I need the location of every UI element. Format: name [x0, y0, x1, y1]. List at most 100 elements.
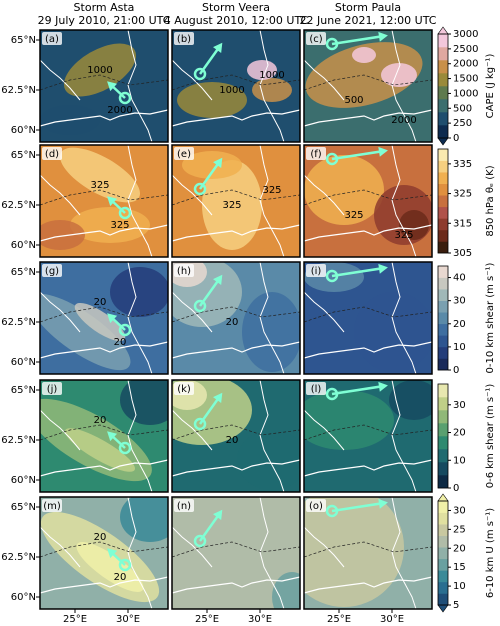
field-region	[304, 155, 384, 225]
coastline	[172, 59, 213, 101]
colorbar-tick-label: 0	[453, 133, 459, 144]
panel-frame	[39, 29, 169, 143]
colorbar-segment	[438, 241, 448, 254]
lat-tick-label: 62.5°N	[1, 317, 36, 328]
colorbar-segment	[438, 160, 448, 173]
lat-tick-label: 62.5°N	[1, 200, 36, 211]
column-subtitle: 4 August 2010, 12:00 UTC	[164, 14, 309, 27]
map-field: 1000 2000	[40, 30, 168, 142]
lat-tick-label: 65°N	[11, 35, 36, 46]
colorbar-tick-label: 0	[453, 365, 459, 376]
coastline	[40, 341, 168, 359]
lon-tick-label: 25°E	[327, 614, 351, 625]
field-region	[120, 380, 168, 425]
map-field	[172, 497, 300, 609]
field-region	[242, 292, 300, 372]
coastline	[304, 341, 432, 359]
colorbar-label: 0-6 km shear (m s⁻¹)	[485, 384, 496, 489]
lon-tick-label: 25°E	[63, 614, 87, 625]
panel-frame	[39, 496, 169, 610]
arrow-head	[213, 274, 223, 285]
lat-tick-label: 62.5°N	[1, 552, 36, 563]
contour-label: 1000	[219, 85, 244, 96]
map-panel: (o)	[303, 496, 433, 610]
contour	[40, 541, 168, 558]
map-panel: 20 (h)	[171, 261, 301, 375]
colorbar-segment	[438, 535, 448, 548]
panel-frame	[39, 144, 169, 258]
map-panel: 325 325 (d)	[39, 144, 169, 258]
storm-position	[193, 67, 207, 81]
storm-motion-arrow	[331, 501, 385, 513]
colorbar-segment	[438, 125, 448, 139]
colorbar-segment	[438, 436, 448, 450]
border	[391, 30, 417, 142]
contour-label: 325	[110, 220, 129, 231]
field-region	[74, 302, 126, 342]
storm-position	[118, 91, 132, 105]
lon-tick-label: 25°E	[195, 614, 219, 625]
colorbar-segment	[438, 323, 448, 336]
arrow-head	[378, 498, 388, 509]
contour	[304, 189, 432, 206]
contour	[172, 189, 300, 206]
lat-tick-label: 65°N	[11, 502, 36, 513]
colorbar-segment	[438, 397, 448, 411]
coastline	[40, 174, 81, 216]
map-panel: 20 (j)	[39, 379, 169, 493]
coastline	[172, 291, 213, 333]
panel-label-box	[174, 264, 194, 277]
coastline	[304, 59, 345, 101]
colorbar-tick-label: 40	[453, 273, 466, 284]
colorbar-tick-label: 30	[453, 296, 466, 307]
panel-frame	[303, 379, 433, 493]
panel-frame	[39, 261, 169, 375]
border	[391, 145, 417, 257]
colorbar-segment	[438, 149, 448, 161]
panel-label-box	[42, 264, 62, 277]
panel-label-box	[42, 499, 62, 512]
panel-label-box	[306, 147, 326, 160]
panel-label: (f)	[310, 149, 321, 160]
coastline	[40, 459, 168, 477]
map-panel: 325 325 (f)	[303, 144, 433, 258]
colorbar-extend	[437, 26, 449, 35]
storm-motion-arrow	[331, 384, 385, 396]
panel-label-box	[306, 32, 326, 45]
column-subtitle: 29 July 2010, 21:00 UTC	[38, 14, 171, 27]
panel-label: (l)	[311, 384, 322, 395]
panel-label: (i)	[311, 266, 322, 277]
field-region	[354, 292, 432, 372]
panel-frame	[303, 261, 433, 375]
storm-position	[325, 387, 339, 401]
field-region	[110, 267, 168, 317]
panel-label: (b)	[177, 34, 191, 45]
coastline	[304, 109, 432, 127]
coastline	[304, 224, 432, 242]
panel-label: (c)	[309, 34, 322, 45]
lat-tick-label: 60°N	[11, 240, 36, 251]
arrow-head	[378, 31, 388, 42]
contour	[304, 424, 432, 441]
panel-frame	[171, 496, 301, 610]
contour	[40, 424, 168, 441]
colorbar-segment	[438, 335, 448, 348]
colorbar-segment	[438, 229, 448, 242]
panel-label-box	[174, 382, 194, 395]
map-field	[304, 497, 432, 609]
colorbar-segment	[438, 112, 448, 126]
contour	[172, 541, 300, 558]
field-region	[247, 60, 277, 80]
colorbar-tick-label: 3000	[453, 29, 478, 40]
map-field: 325 325	[40, 145, 168, 257]
panel-label: (e)	[177, 149, 191, 160]
field-region	[389, 380, 432, 420]
colorbar-label: 0-10 km shear (m s⁻¹)	[485, 262, 496, 373]
contour	[304, 541, 432, 558]
colorbar-tick-label: 15	[453, 562, 466, 573]
panel-label-box	[306, 264, 326, 277]
colorbar-extend	[437, 604, 449, 613]
colorbar-segment	[438, 581, 448, 594]
